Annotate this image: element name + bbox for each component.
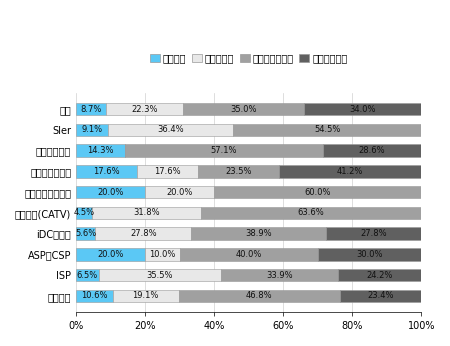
Bar (76, 186, 145, 198)
Text: 41.2%: 41.2% (337, 167, 363, 176)
Text: 33.9%: 33.9% (266, 271, 293, 280)
Bar (338, 269, 422, 281)
Text: 31.8%: 31.8% (133, 208, 160, 217)
Text: 27.8%: 27.8% (360, 229, 387, 238)
Text: 23.4%: 23.4% (367, 291, 394, 300)
Bar (326, 227, 422, 240)
Bar (183, 103, 304, 115)
Bar (221, 269, 338, 281)
Bar (145, 186, 214, 198)
Bar (202, 207, 421, 219)
Text: 28.6%: 28.6% (359, 146, 385, 155)
Text: 38.9%: 38.9% (245, 229, 272, 238)
Text: 54.5%: 54.5% (314, 125, 340, 134)
Bar (76, 248, 145, 261)
Text: 9.1%: 9.1% (81, 125, 103, 134)
Bar (76, 124, 108, 136)
Bar (95, 227, 191, 240)
Bar (214, 186, 421, 198)
Text: 4.5%: 4.5% (73, 208, 94, 217)
Text: 63.6%: 63.6% (298, 208, 324, 217)
Text: 34.0%: 34.0% (349, 104, 376, 113)
Bar (76, 144, 126, 157)
Bar (340, 290, 421, 302)
Text: 20.0%: 20.0% (166, 188, 193, 197)
Text: 35.0%: 35.0% (230, 104, 257, 113)
Text: 46.8%: 46.8% (246, 291, 273, 300)
Text: 24.2%: 24.2% (367, 271, 393, 280)
Bar (318, 248, 421, 261)
Bar (99, 269, 221, 281)
Bar (233, 124, 421, 136)
Bar (179, 290, 340, 302)
Text: 20.0%: 20.0% (98, 188, 124, 197)
Bar (76, 165, 137, 177)
Text: 8.7%: 8.7% (81, 104, 102, 113)
Bar (279, 165, 421, 177)
Bar (108, 124, 233, 136)
Text: 10.0%: 10.0% (149, 250, 176, 259)
Legend: 導入済み, 試験運用中, 導入手順検討中, これから検討: 導入済み, 試験運用中, 導入手順検討中, これから検討 (146, 50, 351, 67)
Bar (137, 165, 198, 177)
Bar (76, 290, 112, 302)
Text: 60.0%: 60.0% (305, 188, 331, 197)
Text: 23.5%: 23.5% (225, 167, 252, 176)
Bar (198, 165, 279, 177)
Bar (304, 103, 421, 115)
Bar (76, 227, 95, 240)
Bar (112, 290, 179, 302)
Bar (145, 248, 180, 261)
Text: 27.8%: 27.8% (130, 229, 157, 238)
Bar (106, 103, 183, 115)
Text: 20.0%: 20.0% (98, 250, 124, 259)
Text: 36.4%: 36.4% (157, 125, 184, 134)
Bar (76, 269, 99, 281)
Text: 17.6%: 17.6% (154, 167, 180, 176)
Text: 22.3%: 22.3% (131, 104, 158, 113)
Text: 10.6%: 10.6% (81, 291, 108, 300)
Text: 17.6%: 17.6% (93, 167, 120, 176)
Text: 40.0%: 40.0% (235, 250, 262, 259)
Bar (323, 144, 421, 157)
Text: 35.5%: 35.5% (147, 271, 173, 280)
Text: 30.0%: 30.0% (356, 250, 383, 259)
Text: 5.6%: 5.6% (75, 229, 96, 238)
Text: 57.1%: 57.1% (211, 146, 237, 155)
Bar (126, 144, 323, 157)
Text: 14.3%: 14.3% (88, 146, 114, 155)
Text: 19.1%: 19.1% (132, 291, 159, 300)
Bar (76, 103, 106, 115)
Bar (76, 207, 92, 219)
Bar (92, 207, 202, 219)
Bar (191, 227, 326, 240)
Bar (180, 248, 318, 261)
Text: 6.5%: 6.5% (76, 271, 98, 280)
